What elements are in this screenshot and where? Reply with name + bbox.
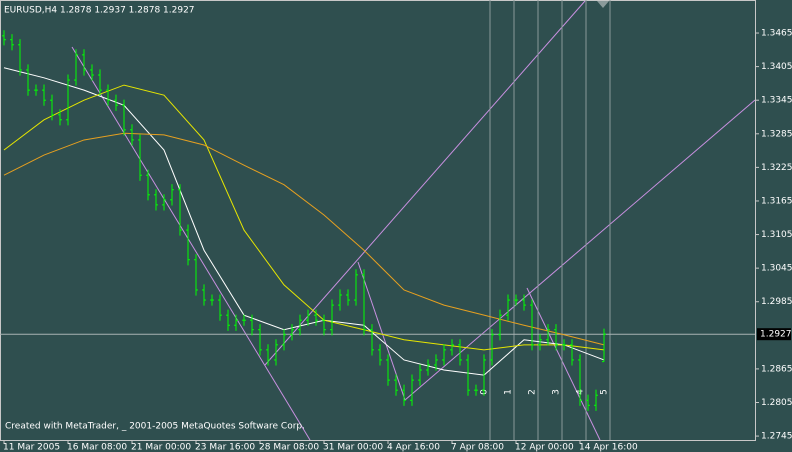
- watermark: Created with MetaTrader, _ 2001-2005 Met…: [5, 422, 305, 432]
- y-tick-label: 1.3225: [761, 163, 792, 173]
- x-tick-label: 14 Apr 16:00: [579, 443, 638, 452]
- y-tick-label: 1.2865: [761, 364, 792, 374]
- y-tick-label: 1.2745: [761, 432, 792, 442]
- x-tick-label: 7 Apr 08:00: [451, 443, 504, 452]
- trend-line: [357, 261, 406, 401]
- x-tick-label: 4 Apr 16:00: [387, 443, 440, 452]
- x-tick-label: 21 Mar 00:00: [131, 443, 191, 452]
- trend-line: [404, 99, 756, 401]
- y-tick-label: 1.3165: [761, 196, 792, 206]
- moving-average: [3, 84, 605, 351]
- x-tick-label: 12 Apr 00:00: [515, 443, 574, 452]
- fibo-time-label: 2: [528, 389, 538, 395]
- y-tick-label: 1.3465: [761, 29, 792, 39]
- fibo-time-label: 5: [600, 389, 610, 395]
- fibo-time-label: 3: [552, 389, 562, 395]
- shift-marker: [597, 1, 609, 8]
- y-tick-label: 1.3105: [761, 230, 792, 240]
- bid-label-box: [757, 328, 791, 341]
- x-tick-label: 28 Mar 08:00: [259, 443, 319, 452]
- trend-lines: [71, 0, 756, 441]
- chart-title: EURUSD,H4 1.2878 1.2937 1.2878 1.2927: [4, 6, 195, 16]
- plot-frame: [0, 0, 756, 441]
- x-tick-label: 16 Mar 08:00: [67, 443, 127, 452]
- y-tick-label: 1.2985: [761, 297, 792, 307]
- y-tick-label: 1.2805: [761, 398, 792, 408]
- y-tick-label: 1.3045: [761, 264, 792, 274]
- moving-average: [3, 132, 605, 346]
- x-tick-label: 11 Mar 2005: [3, 443, 60, 452]
- fibo-time-label: 1: [504, 389, 514, 395]
- x-tick-label: 23 Mar 16:00: [195, 443, 255, 452]
- moving-average: [3, 67, 605, 376]
- trend-line: [71, 46, 311, 441]
- y-tick-label: 1.3285: [761, 129, 792, 139]
- x-tick-label: 31 Mar 00:00: [323, 443, 383, 452]
- trend-line: [264, 0, 586, 366]
- bid-label: 1.2927: [760, 330, 792, 340]
- y-tick-label: 1.3345: [761, 96, 792, 106]
- y-tick-label: 1.3405: [761, 62, 792, 72]
- trend-line: [526, 287, 601, 441]
